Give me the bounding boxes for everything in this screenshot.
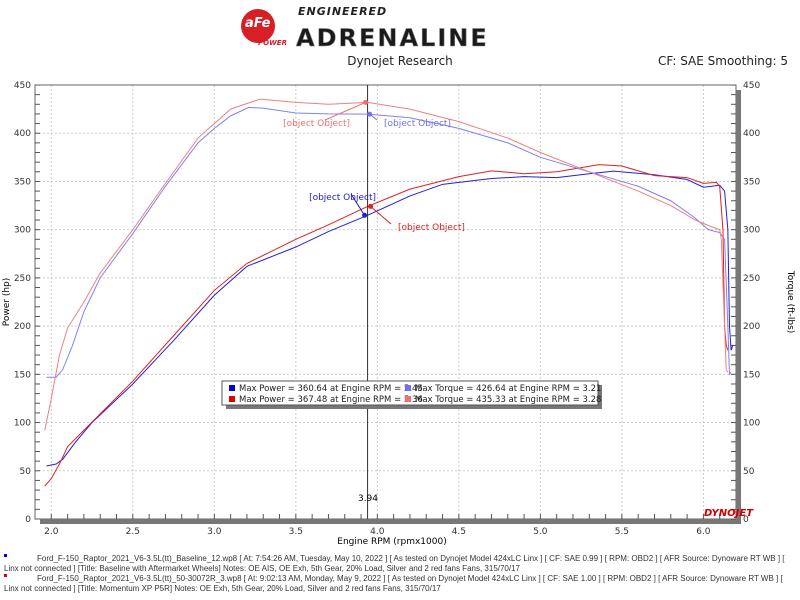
y2-axis-label: Torque (ft-lbs) — [785, 270, 795, 334]
y2-tick-label: 350 — [743, 177, 760, 187]
legend-entry: Max Power = 367.48 at Engine RPM = 5.36 — [239, 395, 423, 405]
series-group — [44, 98, 734, 487]
annotation-arrowhead — [367, 111, 373, 117]
legend-entry: Max Torque = 426.64 at Engine RPM = 3.21 — [415, 384, 601, 394]
y-tick-label: 100 — [14, 419, 31, 429]
y-tick-label: 450 — [14, 81, 31, 91]
plot-frame — [34, 84, 737, 520]
logo-badge — [241, 9, 275, 43]
annotation-arrowhead — [363, 99, 369, 105]
grid — [35, 85, 736, 519]
y-tick-label: 400 — [14, 129, 31, 139]
x-tick-label: 3.5 — [289, 527, 303, 537]
ticks: 2.0 2.5 3.0 3.5 4.0 4.5 5.0 5.5 6.0 0 0 50 50 100 100 1… — [14, 81, 761, 537]
y-tick-label: 0 — [25, 515, 31, 525]
run-info-footer: Ford_F-150_Raptor_2021_V6-3.5L(tt)_Basel… — [4, 554, 796, 594]
y-axis-label: Power (hp) — [2, 278, 12, 327]
legend: Max Power = 360.64 at Engine RPM = 5.45M… — [221, 380, 602, 409]
run-info-modified: Ford_F-150_Raptor_2021_V6-3.5L(tt)_50-30… — [4, 574, 796, 594]
y2-tick-label: 300 — [743, 226, 760, 236]
x-tick-label: 5.5 — [615, 527, 629, 537]
annotation-label: [object Object] — [398, 223, 465, 233]
logo-tag-top: ENGINEERED — [298, 5, 387, 18]
y-tick-label: 350 — [14, 177, 31, 187]
y-tick-label: 200 — [14, 322, 31, 332]
annotations: [object Object] [object Object] [object Ob… — [283, 99, 465, 233]
y-tick-label: 300 — [14, 226, 31, 236]
legend-entry: Max Power = 360.64 at Engine RPM = 5.45 — [239, 384, 423, 394]
legend-swatch — [229, 385, 235, 391]
y2-axis-shadow — [736, 90, 741, 524]
y-tick-label: 150 — [14, 370, 31, 380]
legend-swatch — [229, 396, 235, 402]
run-color-marker — [4, 574, 7, 577]
y2-tick-label: 250 — [743, 274, 760, 284]
annotation-arrowhead — [368, 203, 374, 209]
legend-entry: Max Torque = 435.33 at Engine RPM = 3.28 — [415, 395, 601, 405]
torque-curve — [46, 107, 732, 378]
run-info-baseline: Ford_F-150_Raptor_2021_V6-3.5L(tt)_Basel… — [4, 554, 796, 574]
annotation-arrowhead — [362, 212, 368, 218]
y2-tick-label: 0 — [743, 515, 749, 525]
power-curve — [46, 170, 734, 467]
y2-tick-label: 100 — [743, 419, 760, 429]
x-tick-label: 6.0 — [696, 527, 711, 537]
x-tick-label: 4.0 — [370, 527, 385, 537]
x-axis-label: Engine RPM (rpmx1000) — [337, 537, 446, 547]
y2-tick-label: 450 — [743, 81, 760, 91]
x-tick-label: 2.0 — [44, 527, 59, 537]
cursor-label: 3.94 — [358, 494, 378, 504]
logo-brand: aFe — [245, 16, 271, 31]
x-tick-label: 4.5 — [452, 527, 466, 537]
logo-tag-main: ADRENALINE — [296, 24, 489, 52]
run-info-line: Ford_F-150_Raptor_2021_V6-3.5L(tt)_50-30… — [4, 574, 783, 593]
y2-tick-label: 200 — [743, 322, 760, 332]
legend-swatch — [405, 385, 411, 391]
correction-factor: CF: SAE Smoothing: 5 — [657, 54, 788, 68]
y2-tick-label: 150 — [743, 370, 760, 380]
annotation-label: [object Object] — [309, 193, 376, 203]
legend-swatch — [405, 396, 411, 402]
chart-subtitle: Dynojet Research — [347, 54, 453, 68]
annotation-label: [object Object] — [384, 119, 451, 129]
annotation-arrow — [370, 206, 392, 225]
run-color-marker — [4, 554, 7, 557]
run-info-line: connected ] [Title: Baseline with Afterm… — [34, 564, 521, 573]
y2-tick-label: 400 — [743, 129, 760, 139]
x-tick-label: 5.0 — [533, 527, 548, 537]
run-info-line: connected ] [Title: Momentum XP P5R] Not… — [34, 584, 441, 593]
afe-logo: aFe POWER ENGINEERED ADRENALINE — [241, 5, 489, 52]
x-tick-label: 3.0 — [207, 527, 222, 537]
logo-brand-sub: POWER — [258, 39, 287, 47]
x-tick-label: 2.5 — [126, 527, 140, 537]
y-tick-label: 50 — [20, 467, 32, 477]
dynojet-watermark: DYNOJET — [704, 508, 754, 519]
annotation-arrow — [350, 193, 365, 216]
y-tick-label: 250 — [14, 274, 31, 284]
y2-tick-label: 50 — [743, 467, 755, 477]
annotation-arrow — [324, 101, 366, 121]
run-info-line: Ford_F-150_Raptor_2021_V6-3.5L(tt)_Basel… — [4, 554, 785, 573]
annotation-label: [object Object] — [283, 119, 350, 129]
x-axis-shadow — [40, 519, 740, 524]
power-curve — [44, 164, 729, 487]
dyno-chart: 2.0 2.5 3.0 3.5 4.0 4.5 5.0 5.5 6.0 0 0 50 50 100 100 1… — [2, 81, 795, 547]
